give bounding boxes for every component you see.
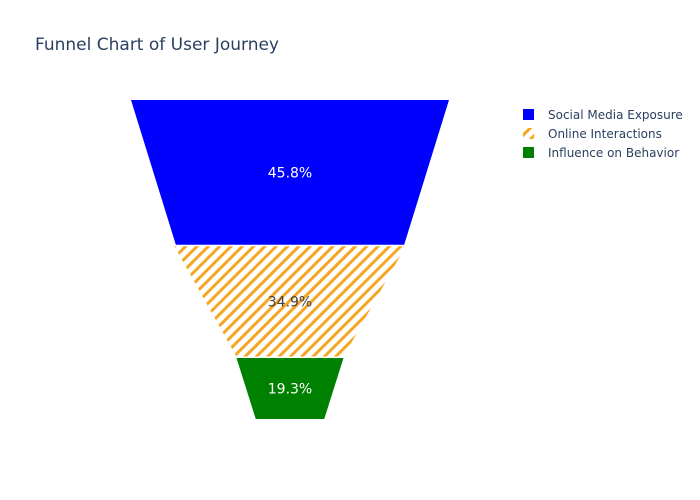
- legend: Social Media Exposure Online Interactions…: [523, 108, 683, 160]
- funnel-slices: [131, 100, 449, 419]
- funnel-slice-online-interactions: [174, 246, 406, 357]
- slice-label-influence-on-behavior: 19.3%: [268, 382, 312, 398]
- funnel-labels: 45.8% 34.9% 19.3%: [268, 165, 312, 397]
- legend-swatch: [523, 147, 534, 158]
- funnel-slice-influence-on-behavior: [236, 358, 344, 419]
- legend-label: Social Media Exposure: [548, 108, 683, 122]
- legend-swatch: [523, 128, 534, 139]
- legend-item-social-media-exposure[interactable]: Social Media Exposure: [523, 108, 683, 122]
- slice-label-social-media-exposure: 45.8%: [268, 165, 312, 181]
- legend-item-influence-on-behavior[interactable]: Influence on Behavior: [523, 146, 679, 160]
- slice-label-online-interactions: 34.9%: [268, 294, 312, 310]
- legend-label: Online Interactions: [548, 127, 662, 141]
- legend-label: Influence on Behavior: [548, 146, 679, 160]
- legend-swatch: [523, 109, 534, 120]
- chart-title: Funnel Chart of User Journey: [35, 35, 279, 55]
- legend-item-online-interactions[interactable]: Online Interactions: [523, 127, 662, 141]
- funnel-slice-social-media-exposure: [131, 100, 449, 245]
